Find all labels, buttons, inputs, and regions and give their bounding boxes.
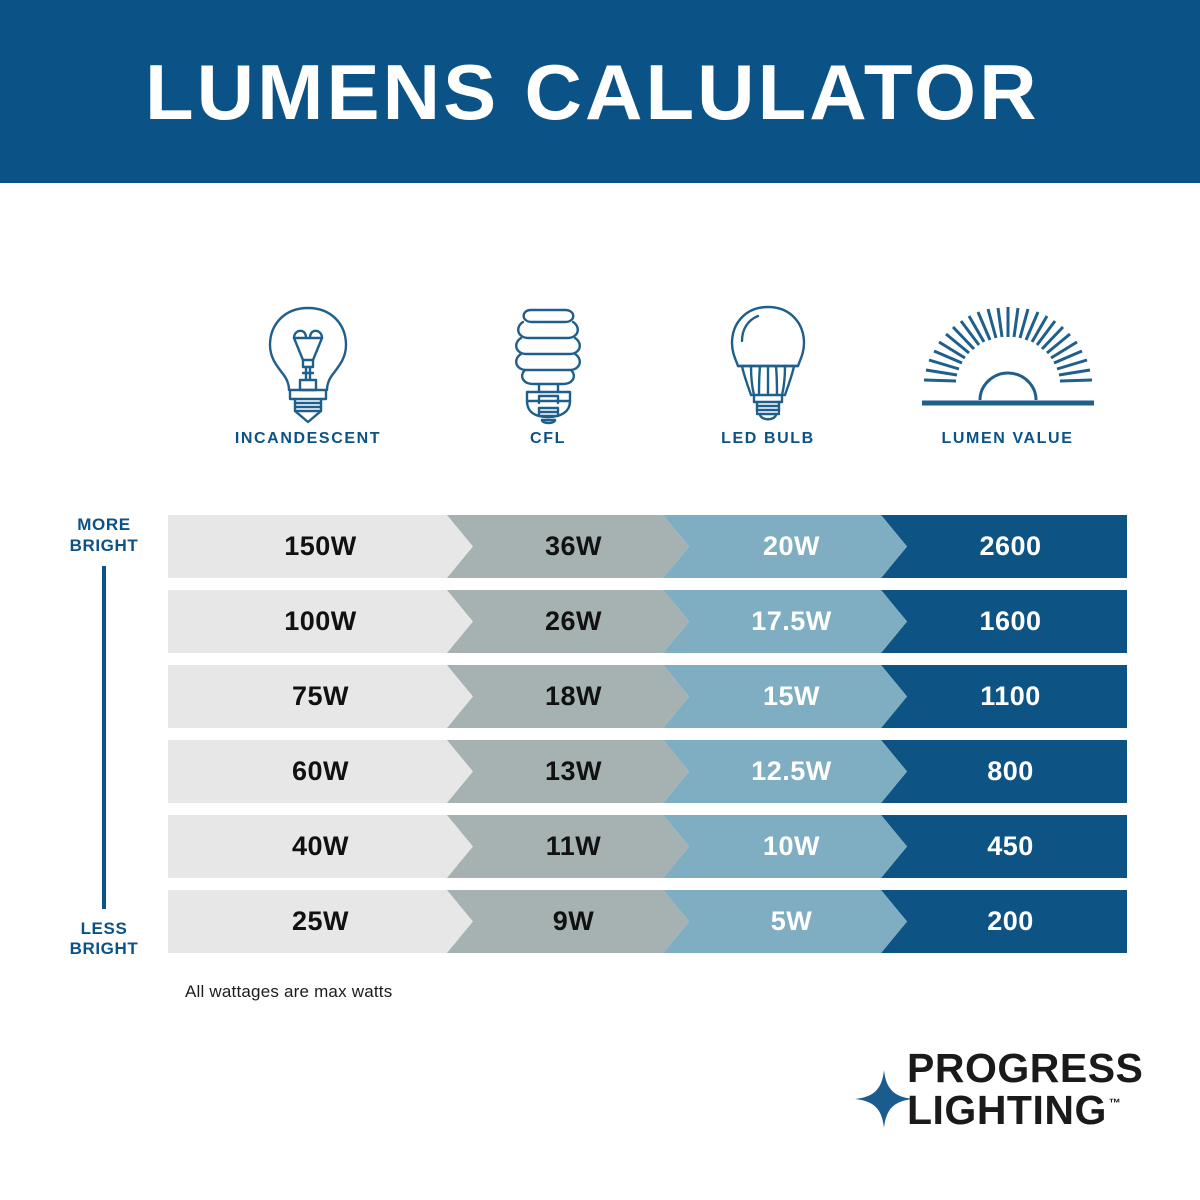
cell-value: 13W [544,756,603,786]
cell-value: 20W [762,531,821,561]
axis-label-more-bright: MORE BRIGHT [70,515,139,556]
cell-value: 25W [291,906,350,936]
column-header-lumen-value: LUMEN VALUE [888,295,1127,475]
cell-value: 11W [545,831,602,861]
sunburst-rays-icon [918,295,1098,430]
cell-value: 12.5W [751,756,832,786]
footnote-text: All wattages are max watts [185,982,393,1001]
cell-value: 100W [284,606,357,636]
trademark-symbol: ™ [1108,1095,1121,1110]
column-label-lumen-value: LUMEN VALUE [941,430,1074,447]
logo-line-lighting: LIGHTING [907,1086,1107,1133]
table-cell-incandescent: 40W [168,815,473,878]
incandescent-bulb-icon [253,295,363,430]
table-cell-incandescent: 60W [168,740,473,803]
four-point-star-icon [855,1070,913,1133]
table-row: 40W 11W 10W 450 [168,815,1127,878]
table-cell-lumen-value: 800 [881,740,1127,803]
table-cell-led: 17.5W [663,590,907,653]
table-cell-incandescent: 150W [168,515,473,578]
table-cell-cfl: 36W [445,515,689,578]
table-cell-incandescent: 100W [168,590,473,653]
table-cell-cfl: 11W [445,815,689,878]
cell-value: 150W [284,531,357,561]
cell-value: 15W [762,681,821,711]
progress-lighting-logo: PROGRESS LIGHTING ™ [855,1045,1144,1143]
table-cell-lumen-value: 200 [881,890,1127,953]
table-cell-cfl: 13W [445,740,689,803]
cell-value: 5W [770,906,813,936]
table-cell-lumen-value: 1600 [881,590,1127,653]
cfl-spiral-bulb-icon [501,295,596,430]
table-row: 150W 36W 20W 2600 [168,515,1127,578]
logo-line-progress: PROGRESS [907,1045,1144,1091]
page-title: LUMENS CALULATOR [145,47,1040,136]
axis-more-line2: BRIGHT [69,535,139,555]
cell-value: 26W [544,606,603,636]
table-cell-lumen-value: 2600 [881,515,1127,578]
column-header-incandescent: INCANDESCENT [168,295,448,475]
column-header-row: INCANDESCENT CFL [168,295,1127,475]
cell-value: 800 [987,756,1034,786]
header-banner: LUMENS CALULATOR [0,0,1200,183]
column-label-cfl: CFL [530,430,566,447]
column-header-led: LED BULB [648,295,888,475]
cell-value: 10W [762,831,821,861]
brightness-axis: MORE BRIGHT LESS BRIGHT [45,515,163,960]
column-label-led: LED BULB [721,430,815,447]
axis-vertical-line [102,566,106,909]
cell-value: 36W [544,531,603,561]
table-cell-incandescent: 25W [168,890,473,953]
logo-wordmark: PROGRESS LIGHTING ™ [907,1045,1144,1133]
lumens-comparison-table: 150W 36W 20W 2600 100W 26W 17.5W 1600 75W 18W 15W 1… [168,515,1127,953]
table-row: 100W 26W 17.5W 1600 [168,590,1127,653]
axis-less-line2: BRIGHT [69,939,139,959]
cell-value: 18W [544,681,603,711]
table-cell-led: 10W [663,815,907,878]
cell-value: 60W [291,756,350,786]
logo-line-lighting-row: LIGHTING ™ [907,1086,1122,1133]
table-cell-cfl: 26W [445,590,689,653]
axis-label-less-bright: LESS BRIGHT [70,919,139,960]
cell-value: 200 [987,906,1034,936]
table-cell-lumen-value: 450 [881,815,1127,878]
cell-value: 17.5W [751,606,832,636]
table-cell-led: 12.5W [663,740,907,803]
table-row: 60W 13W 12.5W 800 [168,740,1127,803]
axis-less-line1: LESS [80,918,128,938]
column-label-incandescent: INCANDESCENT [234,430,382,447]
table-cell-led: 15W [663,665,907,728]
table-cell-led: 5W [663,890,907,953]
led-bulb-icon [718,295,818,430]
cell-value: 2600 [979,531,1042,561]
column-header-cfl: CFL [448,295,648,475]
cell-value: 1600 [979,606,1042,636]
table-cell-lumen-value: 1100 [881,665,1127,728]
cell-value: 1100 [980,681,1041,711]
cell-value: 450 [987,831,1034,861]
table-row: 25W 9W 5W 200 [168,890,1127,953]
cell-value: 9W [552,906,595,936]
table-cell-incandescent: 75W [168,665,473,728]
table-cell-led: 20W [663,515,907,578]
cell-value: 75W [291,681,350,711]
axis-more-line1: MORE [77,515,131,534]
table-cell-cfl: 18W [445,665,689,728]
cell-value: 40W [291,831,350,861]
table-row: 75W 18W 15W 1100 [168,665,1127,728]
table-cell-cfl: 9W [445,890,689,953]
